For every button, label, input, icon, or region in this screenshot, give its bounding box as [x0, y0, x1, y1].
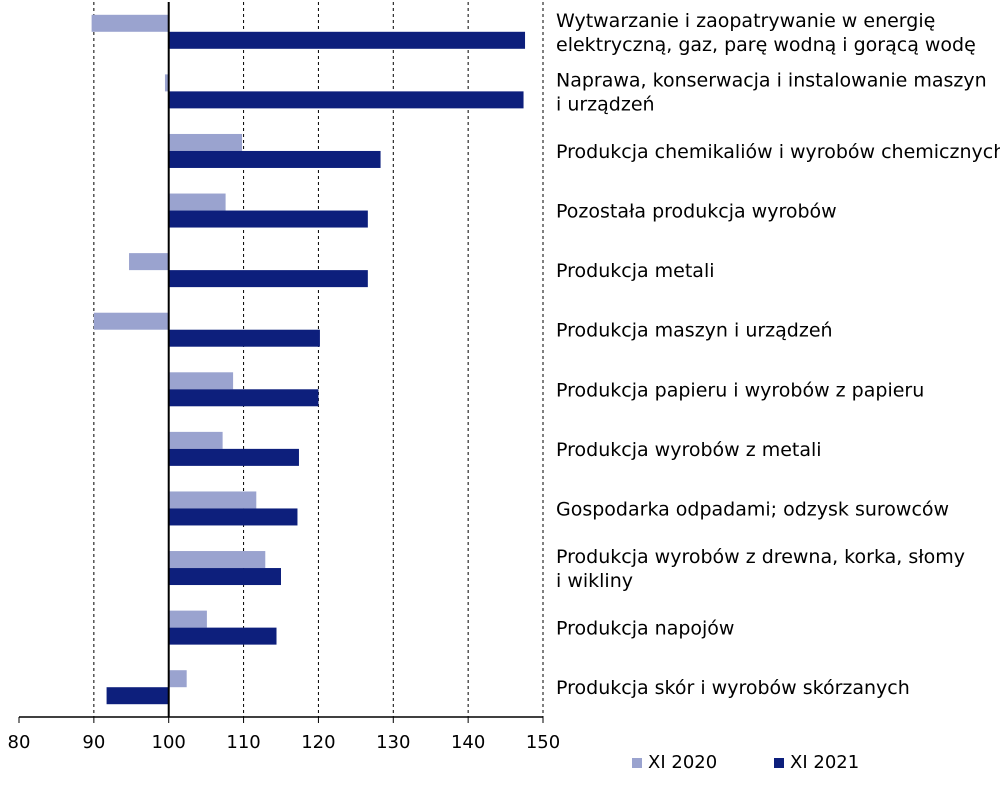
category-label-line: Produkcja napojów [556, 618, 734, 640]
category-label-line: i wikliny [556, 570, 633, 592]
bar-xi-2020 [168, 133, 243, 151]
category-label: Produkcja napojów [556, 618, 734, 640]
bar-xi-2020 [168, 431, 223, 449]
category-label-line: Naprawa, konserwacja i instalowanie masz… [556, 69, 987, 91]
category-label-line: Gospodarka odpadami; odzysk surowców [556, 498, 949, 520]
category-label: Produkcja chemikaliów i wyrobów chemiczn… [556, 141, 1000, 163]
bar-xi-2021 [168, 627, 277, 645]
x-tick-label: 120 [301, 732, 335, 753]
bar-xi-2020 [168, 551, 266, 569]
x-tick-label: 150 [526, 732, 560, 753]
x-tick-label: 100 [152, 732, 186, 753]
x-tick-label: 110 [226, 732, 260, 753]
bar-xi-2021 [168, 448, 299, 466]
category-label: Gospodarka odpadami; odzysk surowców [556, 498, 949, 520]
category-label: Produkcja wyrobów z drewna, korka, słomy… [556, 546, 965, 592]
bar-xi-2020 [168, 372, 234, 390]
category-label-line: Produkcja metali [556, 260, 715, 282]
bar-xi-2020 [91, 14, 169, 32]
x-tick-label: 90 [82, 732, 105, 753]
category-label: Produkcja skór i wyrobów skórzanych [556, 677, 910, 699]
bar-xi-2021 [168, 270, 368, 288]
category-label-line: i urządzeń [556, 93, 655, 115]
bar-xi-2020 [168, 610, 207, 628]
category-label: Produkcja papieru i wyrobów z papieru [556, 379, 924, 401]
category-label-line: Wytwarzanie i zaopatrywanie w energię [556, 10, 935, 32]
category-label-line: elektryczną, gaz, parę wodną i gorącą wo… [556, 34, 976, 56]
legend-swatch [774, 758, 784, 768]
bar-xi-2020 [164, 74, 169, 92]
legend-swatch [632, 758, 642, 768]
bar-xi-2021 [168, 508, 298, 526]
category-label: Produkcja metali [556, 260, 715, 282]
legend-label: XI 2020 [648, 752, 717, 773]
category-label: Produkcja wyrobów z metali [556, 439, 822, 461]
bar-xi-2021 [168, 150, 381, 168]
x-tick-label: 80 [8, 732, 31, 753]
category-label-line: Produkcja maszyn i urządzeń [556, 320, 833, 342]
category-label-line: Produkcja chemikaliów i wyrobów chemiczn… [556, 141, 1000, 163]
category-label: Pozostała produkcja wyrobów [556, 201, 837, 223]
category-label-line: Pozostała produkcja wyrobów [556, 201, 837, 223]
bar-xi-2021 [168, 389, 319, 407]
bar-xi-2021 [168, 91, 524, 109]
category-label-line: Produkcja papieru i wyrobów z papieru [556, 379, 924, 401]
x-tick-label: 140 [451, 732, 485, 753]
category-label-line: Produkcja skór i wyrobów skórzanych [556, 677, 910, 699]
bar-xi-2021 [168, 568, 281, 586]
category-label-line: Produkcja wyrobów z drewna, korka, słomy [556, 546, 965, 568]
category-label: Naprawa, konserwacja i instalowanie masz… [556, 69, 987, 115]
bar-xi-2021 [106, 687, 169, 705]
bar-xi-2020 [93, 312, 169, 330]
legend-label: XI 2021 [790, 752, 859, 773]
bar-xi-2021 [168, 329, 320, 347]
bar-xi-2020 [168, 193, 226, 211]
category-label: Wytwarzanie i zaopatrywanie w energię ele… [556, 10, 976, 56]
category-label-line: Produkcja wyrobów z metali [556, 439, 822, 461]
bar-xi-2020 [168, 670, 187, 688]
category-label: Produkcja maszyn i urządzeń [556, 320, 833, 342]
bar-xi-2020 [168, 491, 257, 509]
bar-xi-2021 [168, 31, 526, 49]
x-tick-label: 130 [376, 732, 410, 753]
bar-xi-2020 [129, 253, 169, 271]
bar-xi-2021 [168, 210, 368, 228]
